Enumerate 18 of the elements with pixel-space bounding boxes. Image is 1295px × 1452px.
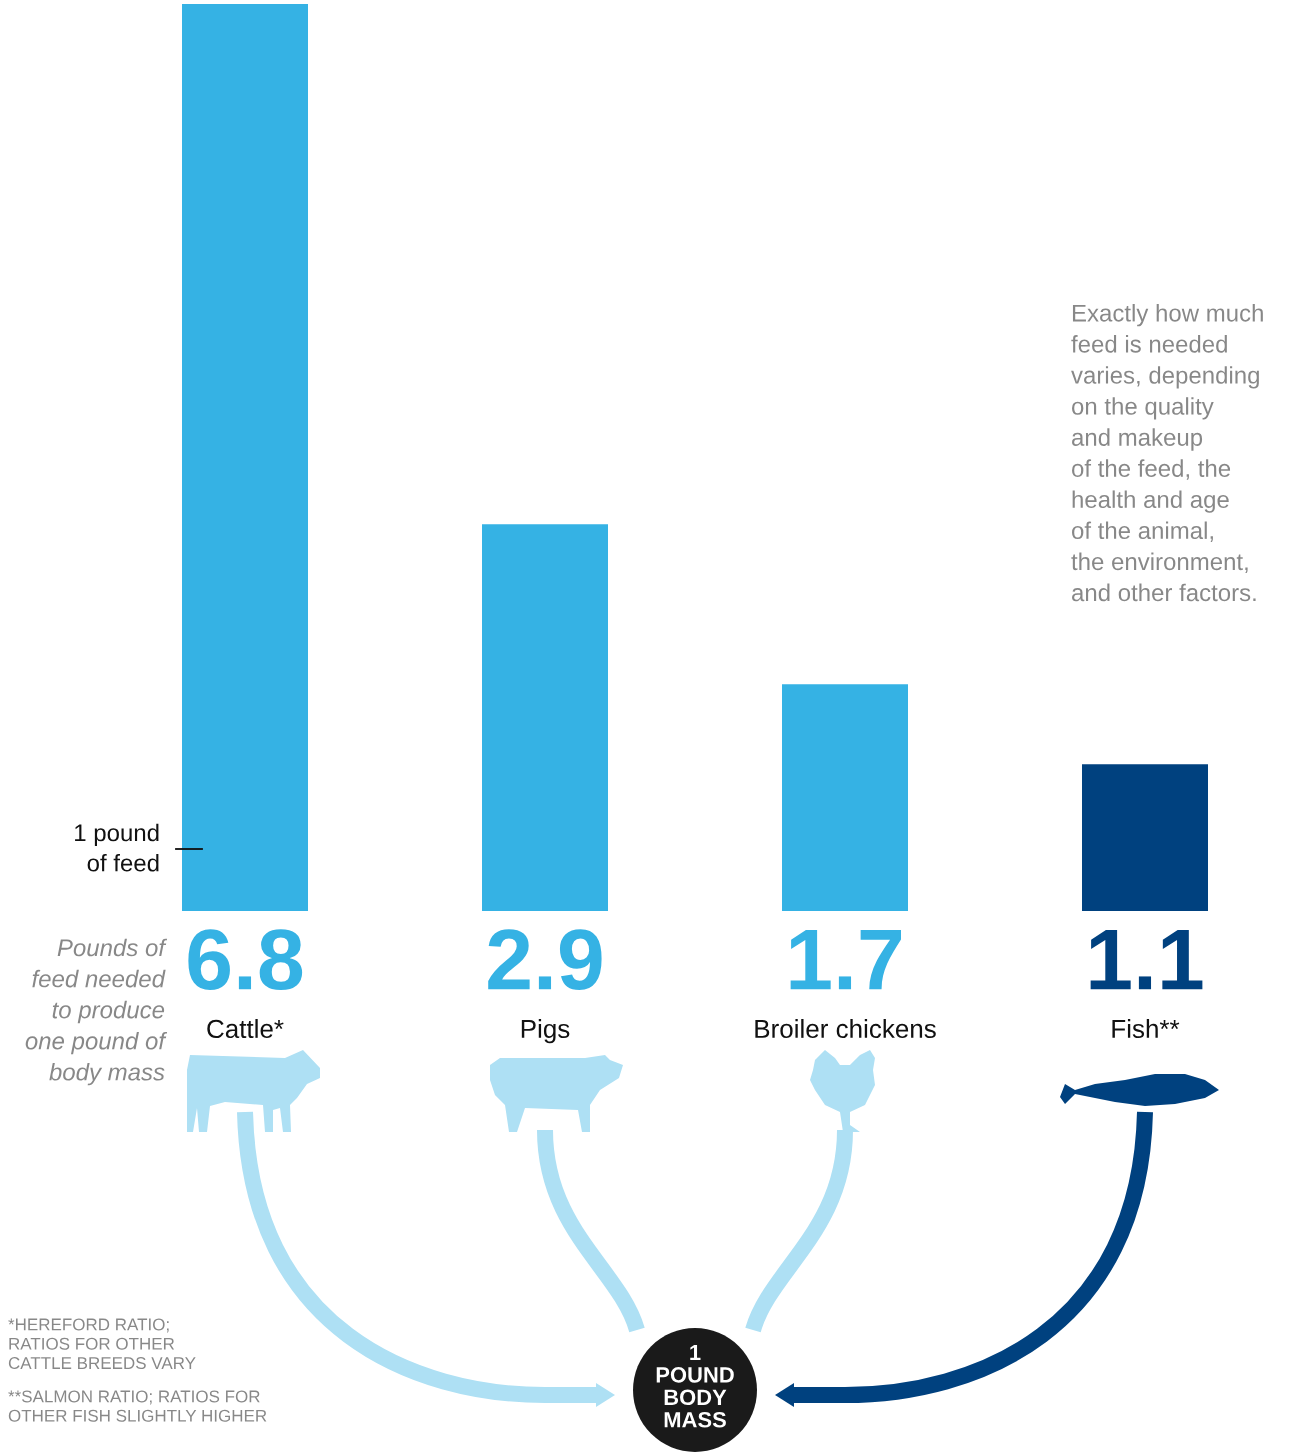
data-label: 2.9 (488, 929, 602, 991)
bar (1082, 764, 1208, 911)
text: *HEREFORD RATIO; RATIOS FOR OTHER CATTLE BREEDS VARY (8, 1318, 196, 1370)
x-tick-label: Cattle* (207, 1019, 284, 1039)
bar (782, 684, 908, 911)
data-label: 1.7 (790, 930, 901, 990)
bar (182, 4, 308, 911)
text: 1 POUND BODY MASS (656, 1344, 734, 1428)
x-tick-label: Fish** (1112, 1019, 1180, 1039)
data-label: 6.8 (188, 929, 303, 991)
text: **SALMON RATIO; RATIOS FOR OTHER FISH SLIGHTLY HIGHER (8, 1390, 267, 1422)
bar (482, 524, 608, 911)
x-tick-label: Pigs (521, 1019, 570, 1044)
x-tick-label: Broiler chickens (755, 1019, 936, 1039)
annotation: 1 pound of feed (75, 823, 159, 872)
text: Exactly how much feed is needed varies, depending on the quality and makeup of the feed, the health and age of the animal, the environment, and other factors. (1071, 304, 1263, 602)
data-label: 1.1 (1090, 930, 1203, 990)
text: Pounds of feed needed to produce one pound of body mass (25, 938, 168, 1086)
